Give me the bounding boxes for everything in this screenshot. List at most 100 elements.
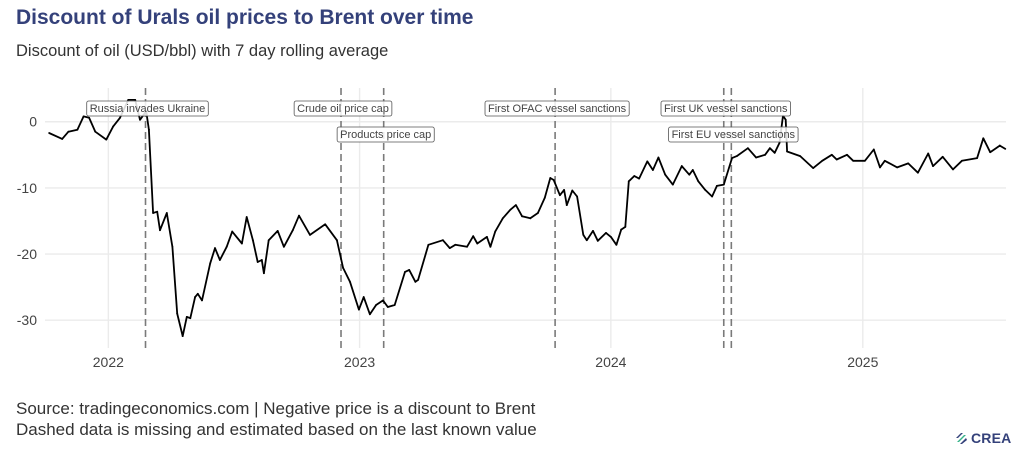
data-point <box>267 239 270 242</box>
event-label: Crude oil price cap <box>293 100 393 117</box>
y-tick-label: 0 <box>29 114 37 130</box>
data-point <box>501 217 504 220</box>
data-point <box>94 130 97 133</box>
event-label-text: Products price cap <box>340 129 431 141</box>
data-point <box>835 158 838 161</box>
data-point <box>715 185 718 187</box>
event-label-text: First UK vessel sanctions <box>664 103 788 115</box>
event-label-text: First OFAC vessel sanctions <box>488 103 627 115</box>
data-point <box>61 138 64 140</box>
data-point <box>989 151 992 154</box>
data-point <box>755 156 758 159</box>
data-point <box>382 299 384 302</box>
data-point <box>657 156 660 159</box>
data-point <box>298 214 300 217</box>
note-caption: Dashed data is missing and estimated bas… <box>16 420 537 439</box>
data-point <box>67 130 70 133</box>
data-point <box>731 157 733 160</box>
data-point <box>571 189 574 192</box>
data-point <box>291 229 294 232</box>
data-point <box>196 292 199 295</box>
data-point <box>256 261 259 263</box>
event-label-box <box>668 126 799 143</box>
data-point <box>201 299 203 302</box>
event-label-text: Russia invades Ukraine <box>90 103 206 115</box>
source-caption: Source: tradingeconomics.com | Negative … <box>16 399 536 418</box>
x-tick-label: 2025 <box>847 354 878 370</box>
data-point <box>105 138 108 141</box>
data-point <box>916 171 919 174</box>
data-point <box>509 208 512 211</box>
grid <box>45 88 1006 348</box>
data-point <box>119 116 121 119</box>
data-point <box>799 155 802 158</box>
data-point <box>565 204 568 206</box>
data-point <box>722 183 725 186</box>
data-point <box>585 239 588 242</box>
data-point <box>48 132 51 134</box>
crea-logo-icon <box>956 432 967 444</box>
data-point <box>276 230 279 232</box>
event-markers <box>144 88 733 348</box>
data-point <box>148 128 150 131</box>
data-point <box>263 272 265 275</box>
data-point <box>549 177 552 179</box>
data-point <box>489 245 492 248</box>
logo-text: CREA <box>971 430 1012 446</box>
data-point <box>596 239 599 242</box>
data-point <box>563 188 565 191</box>
y-tick-label: -30 <box>17 312 37 328</box>
data-point <box>404 271 406 273</box>
event-label-text: First EU vessel sanctions <box>672 129 796 141</box>
data-point <box>88 116 90 119</box>
data-point <box>609 235 612 238</box>
data-point <box>324 223 327 226</box>
data-point <box>627 180 630 183</box>
data-point <box>408 269 411 271</box>
data-point <box>615 243 618 246</box>
x-tick-label: 2022 <box>93 354 124 370</box>
data-point <box>998 144 1001 147</box>
data-point <box>260 259 263 261</box>
data-point <box>773 151 776 154</box>
event-label-box <box>660 100 791 117</box>
data-point <box>156 210 159 213</box>
event-label-box <box>484 100 630 117</box>
crea-logo: CREA <box>955 430 1011 446</box>
data-point <box>209 262 212 265</box>
data-point <box>786 150 788 153</box>
data-point <box>646 160 649 163</box>
data-point <box>592 230 594 232</box>
data-point <box>82 115 85 118</box>
y-tick-label: -20 <box>17 246 37 262</box>
chart-title: Discount of Urals oil prices to Brent ov… <box>16 6 474 29</box>
data-point <box>486 235 488 238</box>
data-point <box>846 153 848 156</box>
data-point <box>362 296 365 298</box>
data-point <box>961 159 963 162</box>
data-point <box>863 159 866 162</box>
data-point <box>638 177 640 180</box>
y-tick-label: -10 <box>17 180 37 196</box>
x-tick-label: 2024 <box>595 354 626 370</box>
event-labels: Russia invades Ukraine Crude oil price ca… <box>86 100 799 143</box>
data-point <box>112 125 115 128</box>
event-label-box <box>336 126 435 143</box>
event-label: First OFAC vessel sanctions <box>484 100 630 117</box>
data-point <box>476 242 479 245</box>
data-point <box>251 239 254 242</box>
data-point <box>764 153 766 156</box>
data-point <box>152 212 154 214</box>
data-point <box>375 304 378 306</box>
data-point <box>335 239 338 242</box>
data-point <box>76 128 79 131</box>
data-point <box>165 212 168 214</box>
data-point <box>852 159 855 162</box>
data-point <box>176 312 179 315</box>
data-point <box>514 204 517 206</box>
series-layer <box>48 99 1007 338</box>
data-point <box>139 118 141 121</box>
data-point <box>582 233 585 236</box>
data-point <box>543 196 546 199</box>
data-point <box>171 245 174 248</box>
